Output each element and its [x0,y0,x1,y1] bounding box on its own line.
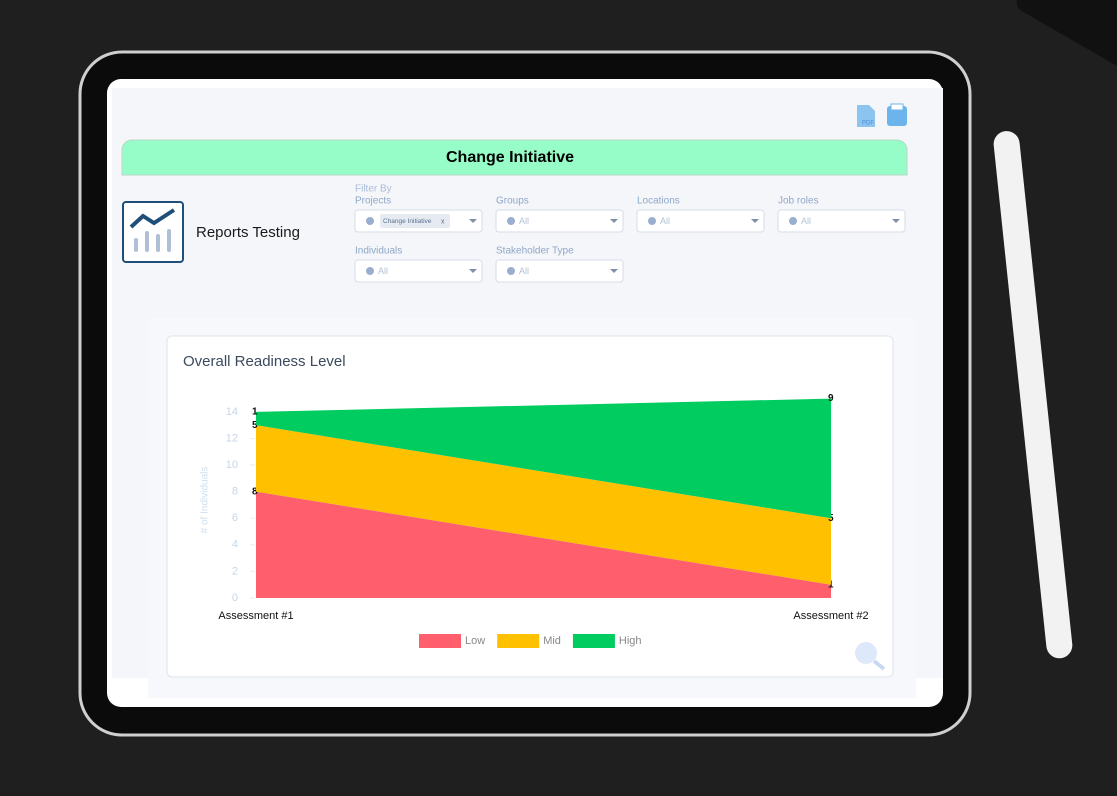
dropdown-caret [751,219,759,223]
pdf-icon[interactable] [857,105,875,127]
y-tick-label: 0 [232,592,238,604]
filter-label: Stakeholder Type [496,246,574,257]
filter-label: Projects [355,196,391,207]
filter-heading: Filter By [355,184,392,195]
pdf-label: PDF [862,121,874,127]
dropdown-caret [469,219,477,223]
filter-icon [648,217,656,225]
logo-bars [134,229,171,252]
legend-swatch[interactable] [572,634,615,648]
filter-dropdown[interactable] [636,209,765,233]
filter-chip-remove[interactable]: x [441,218,445,225]
y-tick-label: 10 [226,459,238,471]
data-label: 5 [828,513,834,524]
filter-dropdown[interactable] [495,209,624,233]
dropdown-caret [610,269,618,273]
data-label: 8 [252,486,258,497]
print-icon[interactable] [887,106,907,126]
filter-chip [380,214,450,228]
filter-value: All [378,266,388,276]
x-tick-label: Assessment #1 [218,610,293,622]
y-tick-label: 6 [232,512,238,524]
data-label: 1 [828,579,834,590]
filter-value: All [519,266,529,276]
filter-value: All [801,216,811,226]
filter-label: Groups [496,196,529,207]
header-bar [121,139,908,176]
filter-icon [507,217,515,225]
filter-icon [789,217,797,225]
y-tick-label: 2 [232,565,238,577]
filter-icon [366,267,374,275]
filter-dropdown[interactable] [777,209,906,233]
report-name: Reports Testing [196,224,300,241]
data-label: 5 [252,420,258,431]
filter-dropdown[interactable] [354,259,483,283]
y-axis-label: # of Individuals [200,467,211,534]
logo-line [129,208,176,229]
filter-dropdown[interactable] [495,259,624,283]
y-tick-label: 14 [226,406,238,418]
data-label: 1 [252,407,258,418]
dropdown-caret [892,219,900,223]
legend-label[interactable]: High [619,635,642,647]
print-icon-paper [890,103,904,111]
y-tick-label: 8 [232,486,238,498]
area [256,398,831,519]
filter-chip-text: Change Initiative [383,218,432,225]
filter-label: Job roles [778,196,819,207]
zoom-handle [872,659,886,671]
area [256,491,831,598]
legend-swatch[interactable] [419,634,461,648]
zoom-icon[interactable] [855,642,877,664]
chart-title: Overall Readiness Level [183,353,346,370]
legend-swatch[interactable] [497,634,540,648]
y-tick-label: 4 [232,539,238,551]
legend-label[interactable]: Mid [543,635,561,647]
filter-label: Individuals [355,246,402,257]
legend-label[interactable]: Low [465,635,485,647]
filter-value: All [660,216,670,226]
area [256,425,831,585]
x-tick-label: Assessment #2 [793,610,868,622]
filter-label: Locations [637,196,680,207]
filter-value: All [519,216,529,226]
dropdown-caret [469,269,477,273]
y-tick-label: 12 [226,432,238,444]
dropdown-caret [610,219,618,223]
data-label: 9 [828,393,834,404]
header-title: Change Initiative [446,149,574,166]
filter-icon [507,267,515,275]
device-corner [1016,0,1117,68]
pencil [993,131,1073,659]
filter-icon [366,217,374,225]
